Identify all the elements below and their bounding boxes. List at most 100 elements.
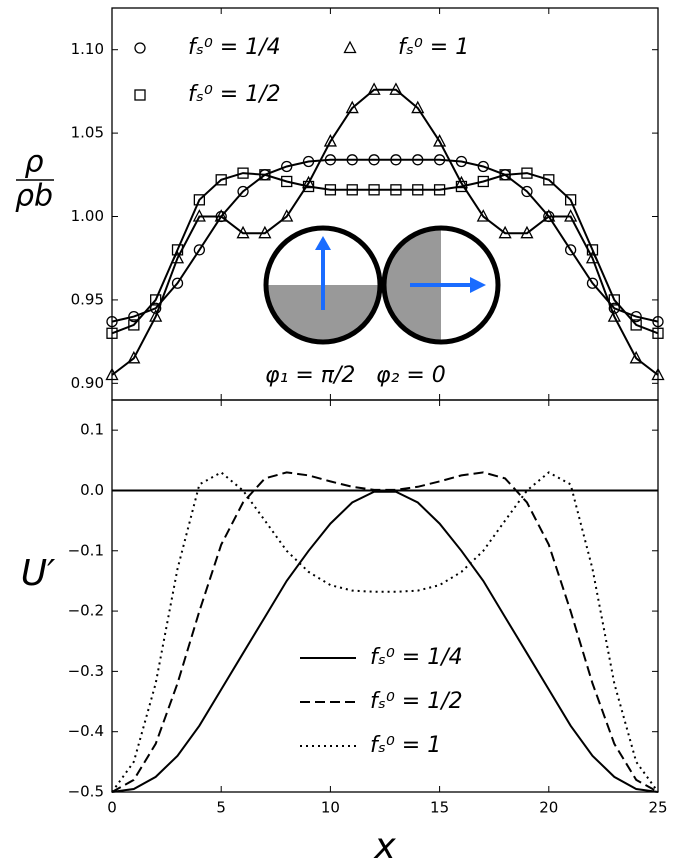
marker — [345, 100, 359, 114]
marker — [564, 194, 577, 206]
marker — [281, 175, 293, 188]
y-tick-label: −0.4 — [68, 722, 104, 740]
marker — [150, 294, 162, 306]
marker — [214, 209, 228, 222]
legend-label: fₛ⁰ = 1/2 — [188, 82, 281, 107]
x-tick-label: 0 — [107, 799, 117, 817]
legend-label: fₛ⁰ = 1/2 — [370, 689, 463, 714]
marker — [324, 184, 337, 196]
x-label: x — [373, 826, 396, 867]
marker — [281, 160, 293, 173]
arrowhead-1 — [315, 236, 331, 250]
marker — [521, 185, 533, 198]
legend-marker — [343, 40, 357, 54]
legend-label: fₛ⁰ = 1 — [370, 733, 441, 758]
legend-label: fₛ⁰ = 1/4 — [370, 645, 463, 670]
marker — [498, 225, 512, 239]
marker — [521, 167, 533, 179]
shade-1 — [266, 285, 380, 342]
marker — [520, 225, 534, 239]
marker — [368, 184, 380, 196]
y-tick-label: 0.95 — [71, 290, 104, 308]
marker — [477, 175, 489, 188]
marker — [390, 184, 402, 196]
y-tick-label: 1.00 — [71, 207, 104, 225]
marker — [433, 154, 446, 166]
marker — [346, 184, 358, 196]
marker — [236, 225, 250, 239]
marker — [193, 194, 206, 206]
marker — [237, 185, 249, 198]
marker — [390, 154, 402, 166]
y-label: ρ — [24, 145, 43, 180]
legend-marker — [134, 42, 146, 54]
marker — [585, 250, 600, 264]
marker — [412, 184, 424, 196]
y-tick-label: −0.3 — [68, 662, 104, 680]
legend-label: fₛ⁰ = 1 — [398, 35, 469, 60]
marker — [542, 209, 556, 222]
y-tick-label: 0.1 — [80, 421, 104, 439]
x-tick-label: 5 — [216, 799, 226, 817]
legend-label: fₛ⁰ = 1/4 — [188, 35, 281, 60]
annotation: φ₂ = 0 — [376, 363, 446, 388]
marker — [367, 82, 381, 95]
marker — [171, 277, 184, 289]
marker — [608, 294, 620, 306]
y-tick-label: 1.05 — [71, 124, 104, 142]
marker — [389, 82, 403, 95]
marker — [302, 155, 315, 168]
x-tick-label: 10 — [321, 799, 340, 817]
y-tick-label: 0.0 — [80, 481, 104, 499]
series-line — [111, 88, 659, 376]
marker — [564, 209, 578, 222]
x-tick-label: 25 — [648, 799, 667, 817]
marker — [433, 184, 446, 196]
marker — [237, 167, 249, 179]
y-label: U′ — [21, 553, 56, 594]
marker — [258, 225, 272, 239]
marker — [477, 160, 489, 173]
marker — [454, 175, 469, 189]
marker — [346, 154, 358, 166]
series-line — [111, 471, 659, 793]
y-tick-label: 1.10 — [71, 40, 104, 58]
marker — [586, 277, 599, 289]
marker — [193, 244, 206, 256]
x-tick-label: 15 — [430, 799, 449, 817]
marker — [476, 209, 490, 222]
marker — [259, 169, 271, 181]
marker — [323, 134, 337, 147]
marker — [215, 174, 227, 186]
marker — [127, 350, 141, 364]
marker — [543, 174, 555, 186]
marker — [433, 134, 447, 147]
marker — [607, 309, 621, 322]
particle-2 — [381, 225, 501, 345]
annotation: φ₁ = π/2 — [265, 363, 355, 388]
arrowhead-2 — [470, 277, 486, 293]
marker — [412, 154, 424, 166]
marker — [608, 302, 620, 314]
x-tick-label: 20 — [539, 799, 558, 817]
y-tick-label: 0.90 — [71, 374, 104, 392]
marker — [630, 319, 642, 331]
series-line — [111, 172, 659, 335]
marker — [629, 350, 643, 364]
y-label: ρb — [15, 179, 53, 214]
series-line — [111, 490, 659, 793]
marker — [170, 250, 185, 264]
plot-frame — [111, 399, 659, 793]
marker — [192, 209, 206, 222]
marker — [128, 310, 140, 323]
marker — [150, 302, 162, 314]
marker — [301, 175, 316, 189]
marker — [564, 244, 577, 256]
y-tick-label: −0.1 — [68, 541, 104, 559]
marker — [280, 209, 294, 222]
marker — [499, 169, 511, 181]
marker — [368, 154, 380, 166]
marker — [128, 319, 140, 331]
series-line — [111, 158, 659, 323]
